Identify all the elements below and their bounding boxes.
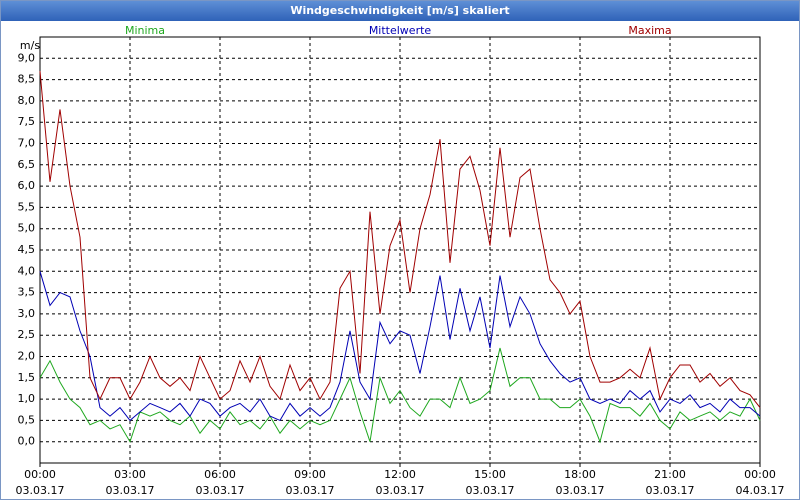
x-tick-label: 12:00 [384,468,416,481]
legend-label: Maxima [628,24,671,37]
x-tick-label: 18:00 [564,468,596,481]
y-tick-label: 2,0 [18,350,36,363]
x-tick-date: 03.03.17 [196,484,245,497]
y-tick-label: 6,5 [18,158,36,171]
title-bar: Windgeschwindigkeit [m/s] skaliert [1,1,799,21]
x-tick-label: 03:00 [114,468,146,481]
y-tick-label: 7,5 [18,115,36,128]
x-tick-label: 09:00 [294,468,326,481]
x-tick-label: 06:00 [204,468,236,481]
y-tick-label: 2,5 [18,328,36,341]
y-tick-label: 4,0 [18,264,36,277]
y-tick-label: 6,0 [18,179,36,192]
y-tick-label: 8,5 [18,73,36,86]
y-tick-label: 0,0 [18,435,36,448]
x-tick-label: 15:00 [474,468,506,481]
y-tick-label: 1,0 [18,392,36,405]
x-tick-date: 03.03.17 [556,484,605,497]
y-unit: m/s [20,39,40,52]
y-tick-label: 3,0 [18,307,36,320]
x-tick-label: 21:00 [654,468,686,481]
legend-label: Mittelwerte [369,24,432,37]
series-line [39,347,761,444]
y-tick-label: 4,5 [18,243,36,256]
y-tick-label: 8,0 [18,94,36,107]
series-line [39,71,761,408]
x-tick-date: 03.03.17 [16,484,65,497]
y-tick-label: 9,0 [18,51,36,64]
y-tick-label: 7,0 [18,137,36,150]
series-line [39,271,761,422]
x-tick-label: 00:00 [24,468,56,481]
x-tick-label: 00:00 [744,468,776,481]
y-tick-label: 3,5 [18,286,36,299]
x-tick-date: 03.03.17 [646,484,695,497]
y-tick-label: 5,5 [18,200,36,213]
y-tick-label: 1,5 [18,371,36,384]
x-tick-date: 03.03.17 [376,484,425,497]
x-tick-date: 04.03.17 [736,484,785,497]
x-tick-date: 03.03.17 [466,484,515,497]
x-tick-date: 03.03.17 [106,484,155,497]
plot-frame [39,36,761,464]
y-tick-label: 0,5 [18,413,36,426]
legend-label: Minima [125,24,165,37]
y-tick-label: 5,0 [18,222,36,235]
x-tick-date: 03.03.17 [286,484,335,497]
